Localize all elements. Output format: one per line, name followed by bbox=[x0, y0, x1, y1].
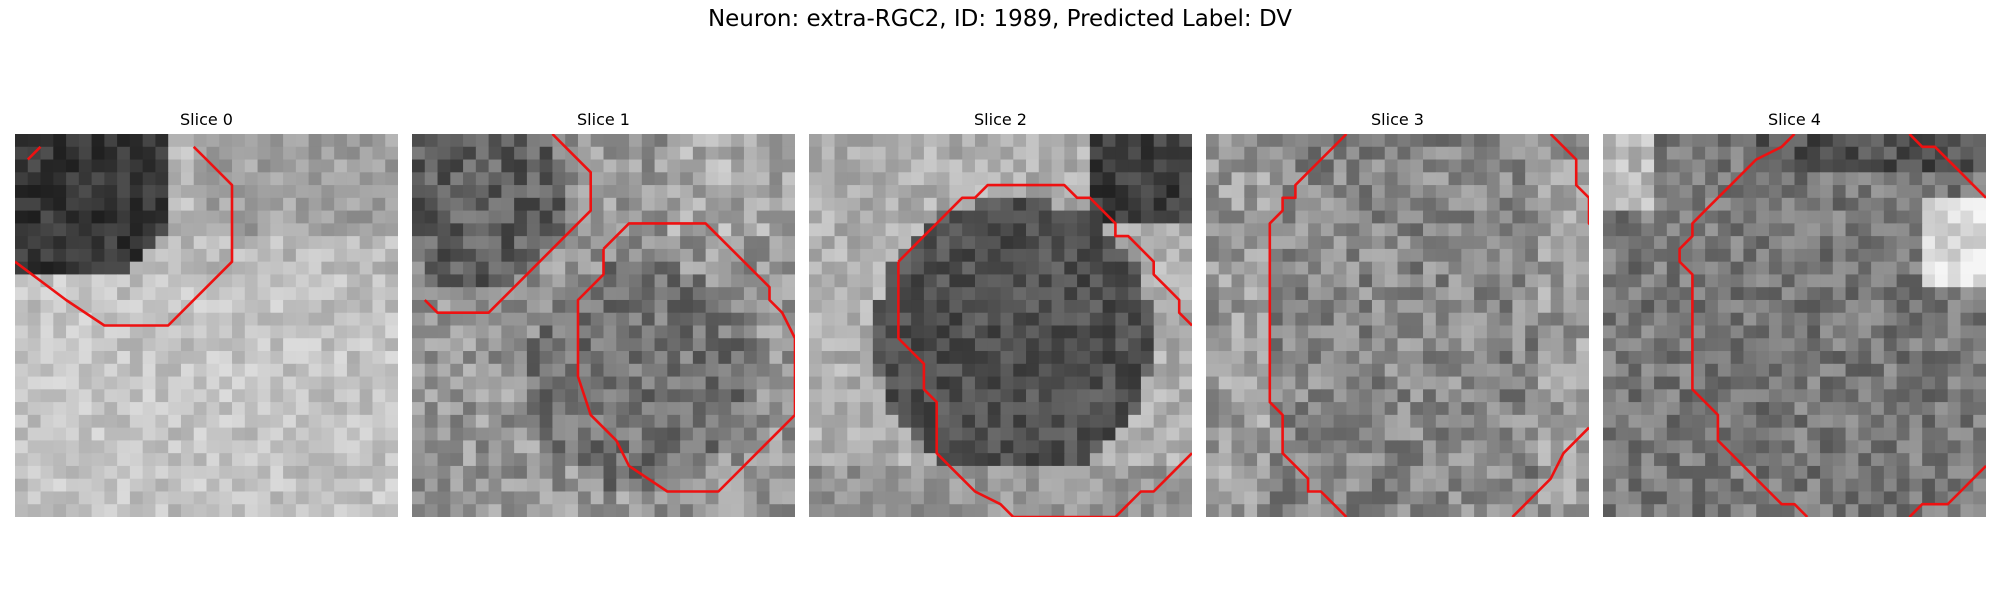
slice-0-title: Slice 0 bbox=[180, 110, 233, 129]
slice-3-header: Slice 3 bbox=[1206, 108, 1589, 132]
slice-0-svg bbox=[15, 134, 398, 517]
pixel-grid bbox=[1206, 134, 1589, 517]
slice-1-image bbox=[412, 134, 795, 517]
contour-line bbox=[897, 183, 1192, 327]
slice-2-title: Slice 2 bbox=[974, 110, 1027, 129]
slice-2-header: Slice 2 bbox=[809, 108, 1192, 132]
slice-1-header: Slice 1 bbox=[412, 108, 795, 132]
pixel-grid bbox=[15, 134, 398, 517]
pixel-grid bbox=[1603, 134, 1986, 517]
slice-3-image bbox=[1206, 134, 1589, 517]
slice-2-svg bbox=[809, 134, 1192, 517]
contour-line bbox=[1549, 134, 1589, 226]
slice-0-image bbox=[15, 134, 398, 517]
slice-2-image bbox=[809, 134, 1192, 517]
figure-title: Neuron: extra-RGC2, ID: 1989, Predicted … bbox=[707, 6, 1293, 32]
slice-0-header: Slice 0 bbox=[15, 108, 398, 132]
slice-3-title: Slice 3 bbox=[1371, 110, 1424, 129]
contour-line bbox=[576, 222, 795, 493]
contour-line bbox=[1678, 134, 1809, 517]
contour-line bbox=[26, 145, 42, 161]
contour-line bbox=[1511, 426, 1589, 517]
slice-4-header: Slice 4 bbox=[1603, 108, 1986, 132]
slice-4-title: Slice 4 bbox=[1768, 110, 1821, 129]
slice-1-svg bbox=[412, 134, 795, 517]
slice-3-svg bbox=[1206, 134, 1589, 517]
slice-4-svg bbox=[1603, 134, 1986, 517]
contour-line bbox=[423, 134, 592, 314]
contour-line bbox=[1908, 134, 1986, 199]
contour-line bbox=[15, 145, 234, 327]
pixel-grid bbox=[412, 134, 795, 517]
contour-line bbox=[1268, 134, 1348, 517]
slice-4-image bbox=[1603, 134, 1986, 517]
contour-line bbox=[1908, 464, 1986, 517]
pixel-grid bbox=[809, 134, 1192, 517]
contour-line bbox=[897, 261, 1192, 517]
slice-1-title: Slice 1 bbox=[577, 110, 630, 129]
